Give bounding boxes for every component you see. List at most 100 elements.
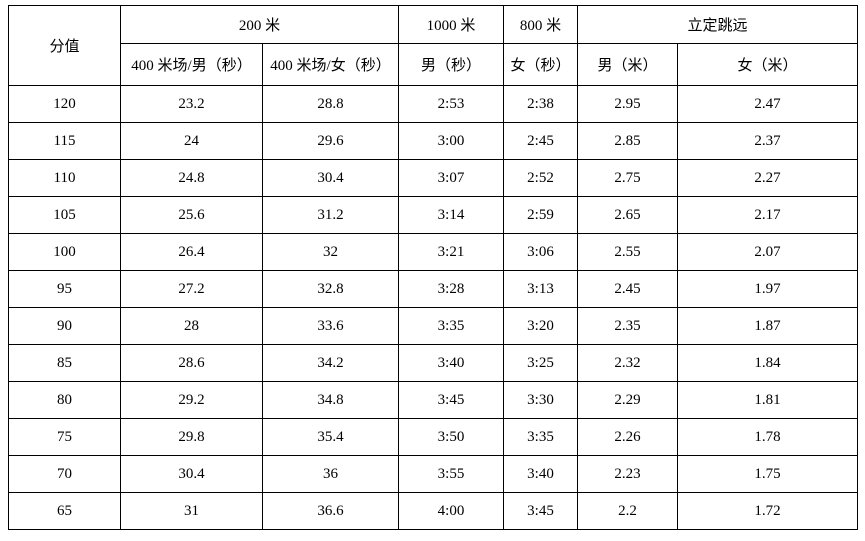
header-row-1: 分值 200 米 1000 米 800 米 立定跳远 — [8, 5, 859, 86]
m800-female-cell: 3:13 — [503, 270, 579, 308]
score-cell: 95 — [8, 270, 121, 308]
m800-female-cell: 3:06 — [503, 233, 579, 271]
jump-female-cell: 2.27 — [677, 159, 859, 197]
jump-female-cell: 1.87 — [677, 307, 859, 345]
header-800m: 800 米 — [503, 5, 579, 44]
header-1000m-male: 男（秒） — [398, 43, 505, 86]
jump-female-cell: 2.47 — [677, 85, 859, 123]
m200-female-cell: 28.8 — [261, 85, 400, 123]
table-row: 80 29.2 34.8 3:45 3:30 2.29 1.81 — [8, 381, 859, 419]
table-row: 120 23.2 28.8 2:53 2:38 2.95 2.47 — [8, 85, 859, 123]
jump-male-cell: 2.29 — [577, 381, 679, 419]
m800-female-cell: 2:45 — [503, 122, 579, 160]
jump-female-cell: 2.17 — [677, 196, 859, 234]
m200-male-cell: 29.8 — [120, 418, 263, 456]
score-cell: 90 — [8, 307, 121, 345]
m800-female-cell: 3:30 — [503, 381, 579, 419]
m800-female-cell: 2:52 — [503, 159, 579, 197]
m200-female-cell: 29.6 — [261, 122, 400, 160]
m200-male-cell: 31 — [120, 492, 263, 530]
pe-score-table: 分值 200 米 1000 米 800 米 立定跳远 400 米场/男（秒） 4… — [8, 5, 859, 530]
m1000-male-cell: 3:14 — [398, 196, 505, 234]
table-row: 95 27.2 32.8 3:28 3:13 2.45 1.97 — [8, 270, 859, 308]
m800-female-cell: 3:20 — [503, 307, 579, 345]
m200-female-cell: 32.8 — [261, 270, 400, 308]
m200-female-cell: 31.2 — [261, 196, 400, 234]
m1000-male-cell: 3:50 — [398, 418, 505, 456]
jump-male-cell: 2.35 — [577, 307, 679, 345]
table-row: 110 24.8 30.4 3:07 2:52 2.75 2.27 — [8, 159, 859, 197]
m200-male-cell: 29.2 — [120, 381, 263, 419]
header-jump-female: 女（米） — [677, 43, 859, 86]
score-cell: 110 — [8, 159, 121, 197]
header-jump-male: 男（米） — [577, 43, 679, 86]
m800-female-cell: 2:38 — [503, 85, 579, 123]
jump-male-cell: 2.55 — [577, 233, 679, 271]
m200-female-cell: 34.2 — [261, 344, 400, 382]
m200-female-cell: 36.6 — [261, 492, 400, 530]
table-row: 90 28 33.6 3:35 3:20 2.35 1.87 — [8, 307, 859, 345]
jump-male-cell: 2.23 — [577, 455, 679, 493]
jump-female-cell: 1.72 — [677, 492, 859, 530]
m1000-male-cell: 3:55 — [398, 455, 505, 493]
jump-male-cell: 2.2 — [577, 492, 679, 530]
score-cell: 70 — [8, 455, 121, 493]
m200-male-cell: 24 — [120, 122, 263, 160]
m200-male-cell: 23.2 — [120, 85, 263, 123]
header-row-2: 400 米场/男（秒） 400 米场/女（秒） 男（秒） 女（秒） 男（米） 女… — [9, 43, 859, 86]
m200-female-cell: 32 — [261, 233, 400, 271]
header-standing-long-jump: 立定跳远 — [577, 5, 859, 44]
m1000-male-cell: 3:28 — [398, 270, 505, 308]
header-score: 分值 — [8, 5, 121, 86]
m800-female-cell: 3:45 — [503, 492, 579, 530]
m200-female-cell: 35.4 — [261, 418, 400, 456]
m200-female-cell: 34.8 — [261, 381, 400, 419]
m800-female-cell: 3:25 — [503, 344, 579, 382]
m200-female-cell: 30.4 — [261, 159, 400, 197]
header-200m-female: 400 米场/女（秒） — [261, 43, 400, 86]
header-200m-male: 400 米场/男（秒） — [120, 43, 263, 86]
table-row: 65 31 36.6 4:00 3:45 2.2 1.72 — [8, 492, 859, 530]
m1000-male-cell: 3:07 — [398, 159, 505, 197]
score-cell: 105 — [8, 196, 121, 234]
jump-female-cell: 1.84 — [677, 344, 859, 382]
m800-female-cell: 2:59 — [503, 196, 579, 234]
m1000-male-cell: 3:40 — [398, 344, 505, 382]
m200-male-cell: 30.4 — [120, 455, 263, 493]
m200-male-cell: 24.8 — [120, 159, 263, 197]
m200-male-cell: 28 — [120, 307, 263, 345]
m200-female-cell: 36 — [261, 455, 400, 493]
m1000-male-cell: 3:21 — [398, 233, 505, 271]
score-cell: 75 — [8, 418, 121, 456]
jump-male-cell: 2.26 — [577, 418, 679, 456]
table-row: 70 30.4 36 3:55 3:40 2.23 1.75 — [8, 455, 859, 493]
m1000-male-cell: 4:00 — [398, 492, 505, 530]
table-row: 115 24 29.6 3:00 2:45 2.85 2.37 — [8, 122, 859, 160]
score-table-container: 分值 200 米 1000 米 800 米 立定跳远 400 米场/男（秒） 4… — [8, 5, 859, 530]
score-cell: 115 — [8, 122, 121, 160]
m200-male-cell: 27.2 — [120, 270, 263, 308]
jump-female-cell: 1.81 — [677, 381, 859, 419]
jump-female-cell: 1.75 — [677, 455, 859, 493]
score-cell: 80 — [8, 381, 121, 419]
m800-female-cell: 3:35 — [503, 418, 579, 456]
score-cell: 85 — [8, 344, 121, 382]
jump-male-cell: 2.32 — [577, 344, 679, 382]
header-800m-female: 女（秒） — [503, 43, 579, 86]
jump-male-cell: 2.95 — [577, 85, 679, 123]
jump-female-cell: 1.78 — [677, 418, 859, 456]
table-row: 105 25.6 31.2 3:14 2:59 2.65 2.17 — [8, 196, 859, 234]
jump-male-cell: 2.75 — [577, 159, 679, 197]
header-200m: 200 米 — [119, 5, 400, 44]
m1000-male-cell: 3:00 — [398, 122, 505, 160]
score-cell: 120 — [8, 85, 121, 123]
m800-female-cell: 3:40 — [503, 455, 579, 493]
table-row: 100 26.4 32 3:21 3:06 2.55 2.07 — [8, 233, 859, 271]
score-cell: 65 — [8, 492, 121, 530]
jump-male-cell: 2.65 — [577, 196, 679, 234]
m1000-male-cell: 3:35 — [398, 307, 505, 345]
score-cell: 100 — [8, 233, 121, 271]
m200-female-cell: 33.6 — [261, 307, 400, 345]
jump-female-cell: 2.37 — [677, 122, 859, 160]
header-1000m: 1000 米 — [398, 5, 505, 44]
